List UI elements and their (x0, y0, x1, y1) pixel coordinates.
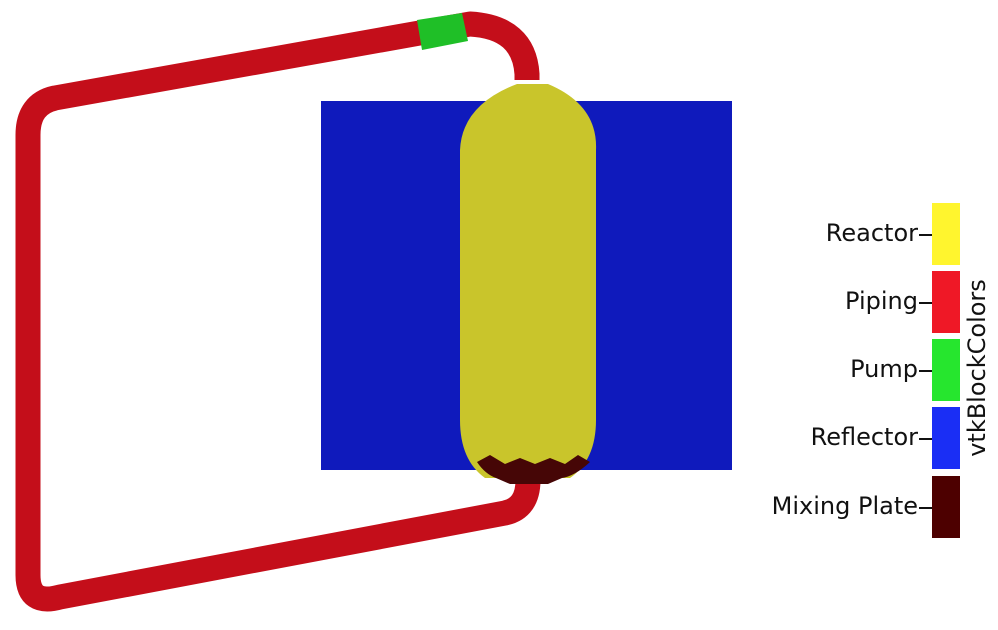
legend-swatch-piping (932, 271, 960, 333)
legend-tick-pump (919, 370, 932, 372)
legend-label-piping: Piping (845, 287, 918, 315)
legend-swatch-reflector (932, 407, 960, 469)
legend-label-reactor: Reactor (825, 219, 918, 247)
legend-tick-reactor (919, 234, 932, 236)
legend-swatch-pump (932, 339, 960, 401)
legend-swatch-mixing-plate (932, 476, 960, 538)
reactor-vessel (460, 84, 597, 478)
legend-title: vtkBlockColors (963, 279, 991, 457)
mixing-plate (477, 455, 590, 484)
legend-label-pump: Pump (850, 355, 918, 383)
piping-loop (15, 11, 541, 612)
legend-tick-mixing-plate (919, 507, 932, 509)
legend-tick-piping (919, 302, 932, 304)
legend-tick-reflector (919, 438, 932, 440)
legend-label-mixing-plate: Mixing Plate (771, 492, 918, 520)
legend-label-reflector: Reflector (810, 423, 918, 451)
legend-swatch-reactor (932, 203, 960, 265)
pump-section (417, 13, 468, 50)
